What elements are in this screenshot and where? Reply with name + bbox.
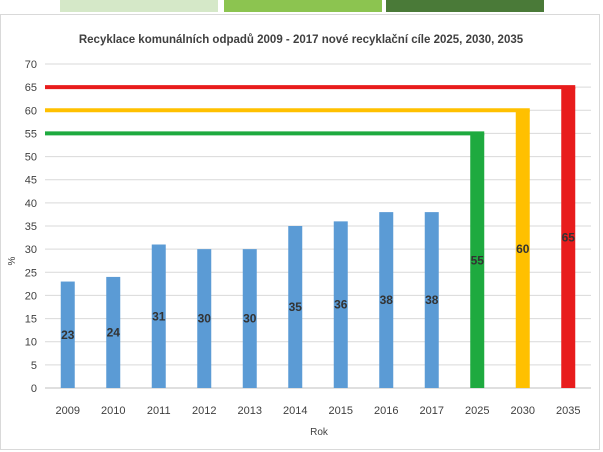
data-label: 30 bbox=[198, 312, 212, 326]
data-label: 36 bbox=[334, 298, 348, 312]
y-tick-label: 40 bbox=[25, 198, 37, 210]
data-label: 23 bbox=[61, 328, 75, 342]
data-label: 65 bbox=[562, 231, 576, 245]
y-tick-label: 55 bbox=[25, 128, 37, 140]
header-strip bbox=[386, 0, 544, 12]
bars bbox=[60, 87, 576, 389]
y-tick-label: 30 bbox=[25, 244, 37, 256]
bar bbox=[470, 133, 485, 388]
y-tick-label: 25 bbox=[25, 267, 37, 279]
y-tick-label: 60 bbox=[25, 105, 37, 117]
x-tick-label: 2010 bbox=[101, 405, 125, 417]
y-tick-label: 70 bbox=[25, 59, 37, 71]
bar bbox=[561, 87, 576, 389]
y-tick-label: 65 bbox=[25, 82, 37, 94]
x-tick-label: 2017 bbox=[420, 405, 444, 417]
bar bbox=[333, 221, 348, 388]
y-tick-label: 0 bbox=[31, 383, 37, 395]
y-axis-ticks: 0 5 10 15 20 25 30 35 40 45 50 55 60 65 70 bbox=[25, 59, 37, 395]
data-labels: 23 24 31 30 30 35 36 38 38 55 60 65 bbox=[61, 231, 575, 342]
bar bbox=[197, 249, 212, 388]
y-tick-label: 15 bbox=[25, 314, 37, 326]
x-tick-label: 2016 bbox=[374, 405, 398, 417]
data-label: 38 bbox=[380, 293, 394, 307]
x-tick-label: 2015 bbox=[329, 405, 353, 417]
x-tick-label: 2011 bbox=[147, 405, 171, 417]
chart-area: Recyklace komunálních odpadů 2009 - 2017… bbox=[0, 14, 600, 450]
y-tick-label: 10 bbox=[25, 337, 37, 349]
bar bbox=[151, 244, 166, 388]
target-lines bbox=[45, 85, 576, 136]
bar bbox=[106, 276, 121, 388]
y-tick-label: 20 bbox=[25, 290, 37, 302]
x-tick-label: 2013 bbox=[238, 405, 262, 417]
y-tick-label: 5 bbox=[31, 360, 37, 372]
x-tick-label: 2014 bbox=[283, 405, 307, 417]
x-tick-label: 2025 bbox=[465, 405, 489, 417]
bar bbox=[379, 212, 394, 388]
bar bbox=[288, 226, 303, 388]
x-tick-label: 2012 bbox=[192, 405, 216, 417]
data-label: 31 bbox=[152, 309, 166, 323]
y-tick-label: 50 bbox=[25, 152, 37, 164]
y-tick-label: 35 bbox=[25, 221, 37, 233]
data-label: 60 bbox=[516, 242, 530, 256]
bar bbox=[60, 281, 75, 388]
data-label: 30 bbox=[243, 312, 257, 326]
x-axis-label: Rok bbox=[310, 427, 329, 438]
x-tick-label: 2035 bbox=[556, 405, 580, 417]
data-label: 38 bbox=[425, 293, 439, 307]
grid-lines bbox=[45, 63, 591, 389]
y-axis-label: % bbox=[7, 256, 18, 265]
data-label: 35 bbox=[289, 300, 303, 314]
chart-title: Recyklace komunálních odpadů 2009 - 2017… bbox=[79, 34, 524, 46]
y-tick-label: 45 bbox=[25, 175, 37, 187]
bar bbox=[515, 110, 530, 389]
bar bbox=[424, 212, 439, 388]
header-strip bbox=[60, 0, 218, 12]
x-axis-ticks: 2009 2010 2011 2012 2013 2014 2015 2016 2017 2025… bbox=[56, 405, 581, 417]
data-label: 55 bbox=[471, 254, 485, 268]
x-tick-label: 2009 bbox=[56, 405, 80, 417]
bar bbox=[242, 249, 257, 388]
data-label: 24 bbox=[107, 325, 121, 339]
recycling-chart: Recyklace komunálních odpadů 2009 - 2017… bbox=[7, 34, 591, 438]
x-tick-label: 2030 bbox=[511, 405, 535, 417]
header-strip bbox=[224, 0, 382, 12]
